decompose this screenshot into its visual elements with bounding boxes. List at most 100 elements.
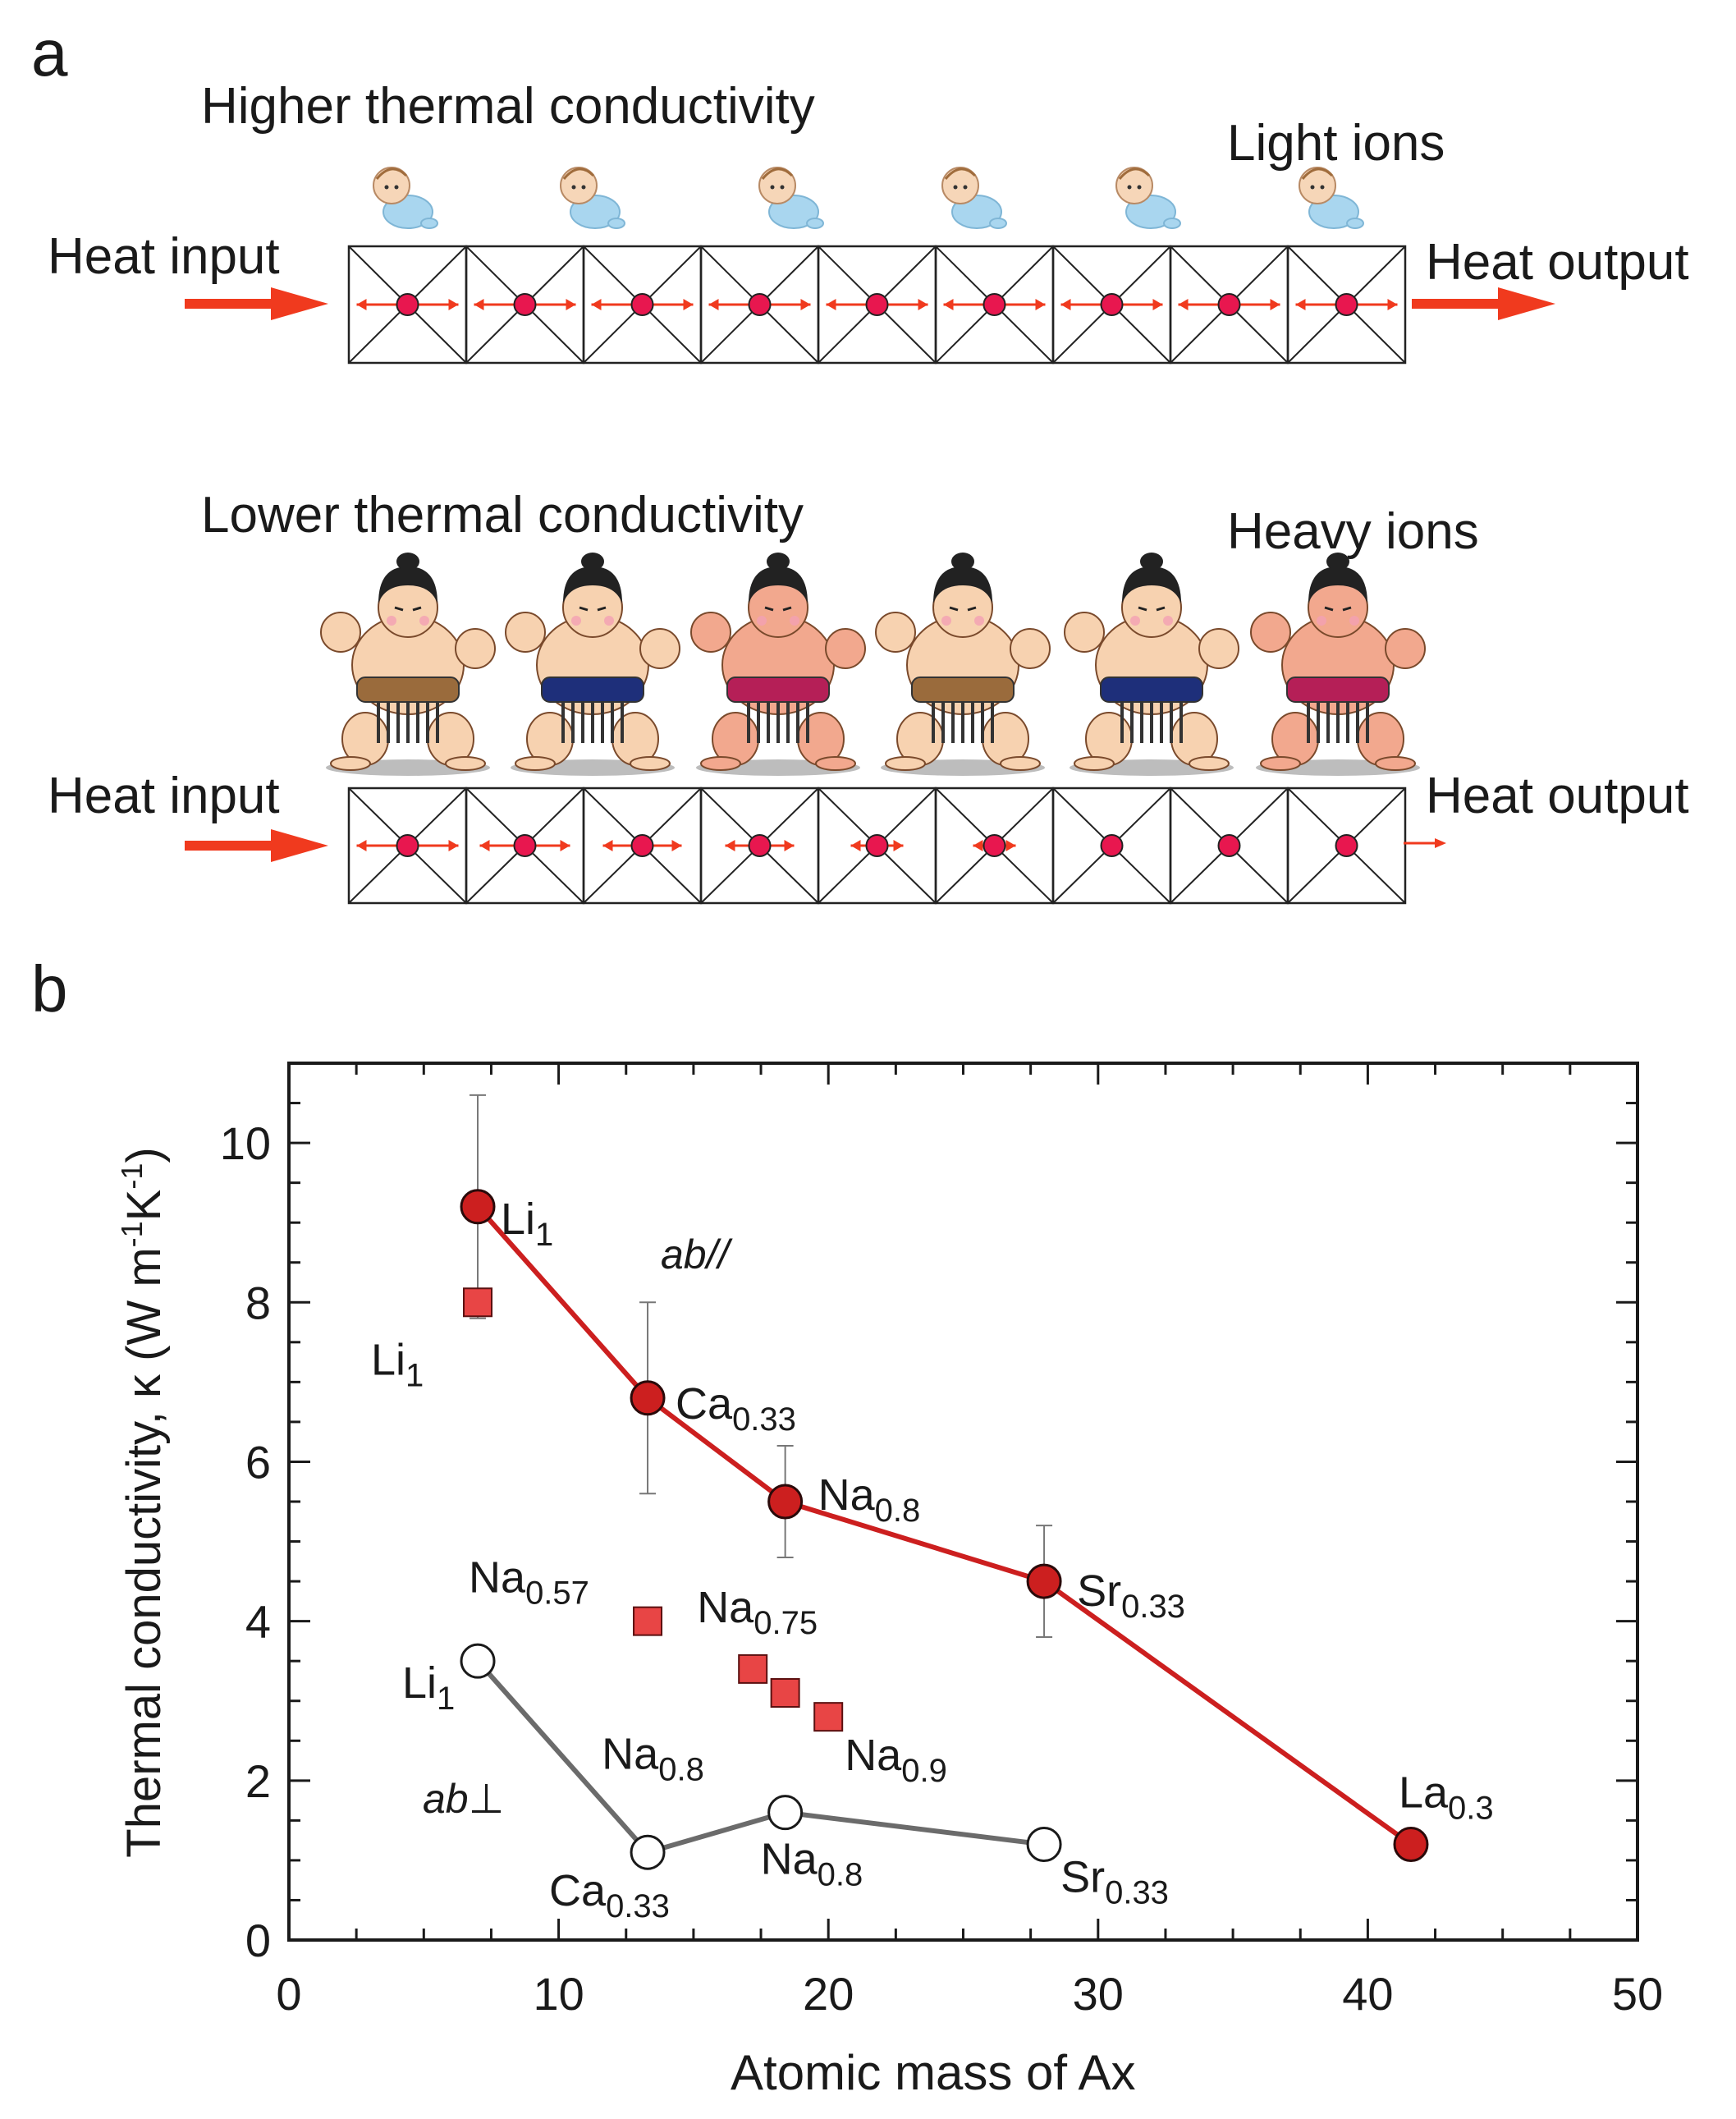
point-label: Na0.8 [761, 1835, 863, 1893]
panel-b-label: b [31, 952, 68, 1025]
top-heat-output-arrow [1412, 287, 1555, 320]
lattice-cell [1286, 245, 1407, 365]
tick-labels: 0 10 20 30 40 50 0 2 4 6 8 10 [220, 1117, 1663, 2020]
top-heat-input-arrow [185, 287, 328, 320]
bottom-heat-input-label: Heat input [48, 768, 280, 824]
sumo-icon [320, 553, 496, 776]
ion [1217, 293, 1241, 316]
point-label: Na0.57 [469, 1553, 589, 1612]
series-0 [460, 1094, 1429, 1862]
y-tick-label: 8 [245, 1277, 271, 1328]
lattice-cell [582, 787, 703, 905]
point-label: Na0.9 [845, 1731, 947, 1789]
ion [865, 834, 889, 857]
row-heavy-ions: Lower thermal conductivity Heavy ions He… [48, 487, 1689, 905]
data-point [1026, 1563, 1062, 1599]
y-tick-label: 10 [220, 1117, 271, 1169]
ion [983, 834, 1006, 857]
ion [513, 834, 537, 857]
data-point [463, 1287, 493, 1318]
data-point [1393, 1826, 1429, 1862]
y-axis-label: Thermal conductivity, κ (W m-1K-1) [115, 1147, 171, 1857]
data-point [630, 1380, 666, 1416]
sumo-icon [875, 553, 1051, 776]
data-point [633, 1606, 663, 1636]
point-label: Li1 [371, 1335, 424, 1393]
y-tick-label: 4 [245, 1596, 271, 1648]
ion [983, 293, 1006, 316]
lattice-cell [582, 245, 703, 365]
heavy-ion-icons [320, 553, 1426, 776]
light-ions-label: Light ions [1227, 115, 1445, 172]
lattice-cell [1051, 787, 1172, 905]
point-label: Na0.75 [697, 1583, 818, 1641]
lattice-cell [934, 787, 1055, 905]
data-point [770, 1678, 800, 1709]
baby-icon [560, 167, 625, 229]
lattice-cell [347, 787, 468, 905]
lattice-top [347, 245, 1407, 365]
point-label: Sr0.33 [1060, 1852, 1169, 1910]
x-tick-label: 0 [276, 1968, 301, 2020]
baby-icon [941, 167, 1007, 229]
ion [630, 834, 654, 857]
data-series [460, 1094, 1429, 1870]
data-point [813, 1702, 844, 1732]
panel-a-label: a [31, 16, 68, 89]
lattice-cell [1286, 787, 1407, 905]
ion [1335, 293, 1358, 316]
data-point [767, 1484, 804, 1520]
light-ion-icons [373, 167, 1364, 229]
series-1 [463, 1287, 844, 1732]
data-point [630, 1834, 666, 1870]
x-tick-label: 10 [533, 1968, 584, 2020]
x-tick-label: 20 [803, 1968, 854, 2020]
top-heat-output-label: Heat output [1426, 234, 1689, 291]
lattice-cell [465, 245, 585, 365]
series-2 [460, 1643, 1062, 1870]
row-light-ions: Higher thermal conductivity Light ions H… [48, 78, 1689, 365]
baby-icon [758, 167, 824, 229]
sumo-icon [1064, 553, 1239, 776]
ion [1335, 834, 1358, 857]
point-labels: Li1 Ca0.33 Na0.8 Sr0.33 La0.3 Li1 Na0.57 Na0.75… [371, 1195, 1494, 1924]
baby-icon [373, 167, 438, 229]
top-heat-input-label: Heat input [48, 228, 280, 285]
sumo-icon [1250, 553, 1426, 776]
lattice-cell [1051, 245, 1172, 365]
lattice-cell [817, 787, 937, 905]
point-label: Ca0.33 [676, 1379, 796, 1438]
top-title: Higher thermal conductivity [201, 78, 815, 135]
heavy-ions-label: Heavy ions [1227, 503, 1479, 560]
lattice-cell [1169, 787, 1289, 905]
baby-icon [1299, 167, 1364, 229]
point-label: Sr0.33 [1077, 1566, 1185, 1625]
lattice-cell [817, 245, 937, 365]
bottom-heat-input-arrow [271, 829, 328, 862]
data-point [767, 1795, 804, 1831]
point-label: Na0.8 [602, 1729, 704, 1787]
x-axis-label: Atomic mass of Ax [731, 2045, 1135, 2100]
data-point [1026, 1826, 1062, 1862]
baby-icon [1115, 167, 1181, 229]
point-label: Li1 [402, 1658, 455, 1717]
x-tick-label: 40 [1342, 1968, 1393, 2020]
ion [865, 293, 889, 316]
ion [513, 293, 537, 316]
y-tick-label: 0 [245, 1915, 271, 1966]
x-tick-label: 50 [1612, 1968, 1663, 2020]
ion [396, 834, 419, 857]
ab-perp-annotation: ab⊥ [423, 1776, 504, 1822]
ion [396, 293, 419, 316]
lattice-cell [699, 787, 820, 905]
data-point [460, 1189, 496, 1225]
point-label: Ca0.33 [549, 1866, 670, 1924]
point-label: Na0.8 [818, 1470, 921, 1529]
ion [1217, 834, 1241, 857]
ion [630, 293, 654, 316]
y-tick-label: 2 [245, 1755, 271, 1807]
lattice-cell [1169, 245, 1289, 365]
lattice-cell [699, 245, 820, 365]
